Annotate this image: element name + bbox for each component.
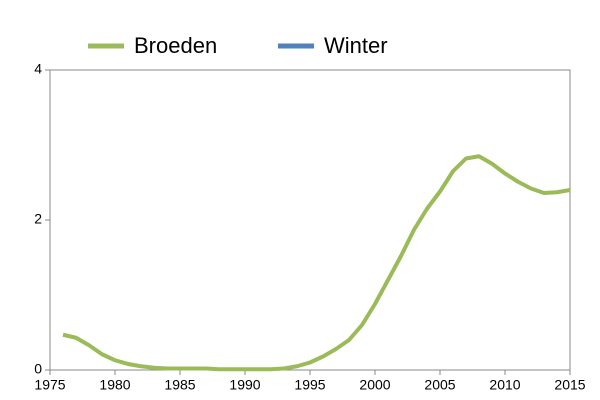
legend-label: Broeden: [134, 33, 217, 58]
x-tick-label: 1975: [34, 377, 65, 393]
x-tick-label: 2010: [489, 377, 520, 393]
x-tick-label: 1985: [164, 377, 195, 393]
y-tick-label: 4: [34, 61, 42, 77]
plot-frame: [49, 69, 571, 371]
y-tick-label: 0: [34, 361, 42, 377]
legend-label: Winter: [324, 33, 388, 58]
x-tick-label: 1980: [99, 377, 130, 393]
y-tick-label: 2: [34, 211, 42, 227]
data-line: [62, 154, 571, 372]
x-tick-label: 2005: [424, 377, 455, 393]
x-tick-label: 1990: [229, 377, 260, 393]
x-tick-label: 2015: [554, 377, 585, 393]
x-tick-label: 2000: [359, 377, 390, 393]
x-tick-label: 1995: [294, 377, 325, 393]
